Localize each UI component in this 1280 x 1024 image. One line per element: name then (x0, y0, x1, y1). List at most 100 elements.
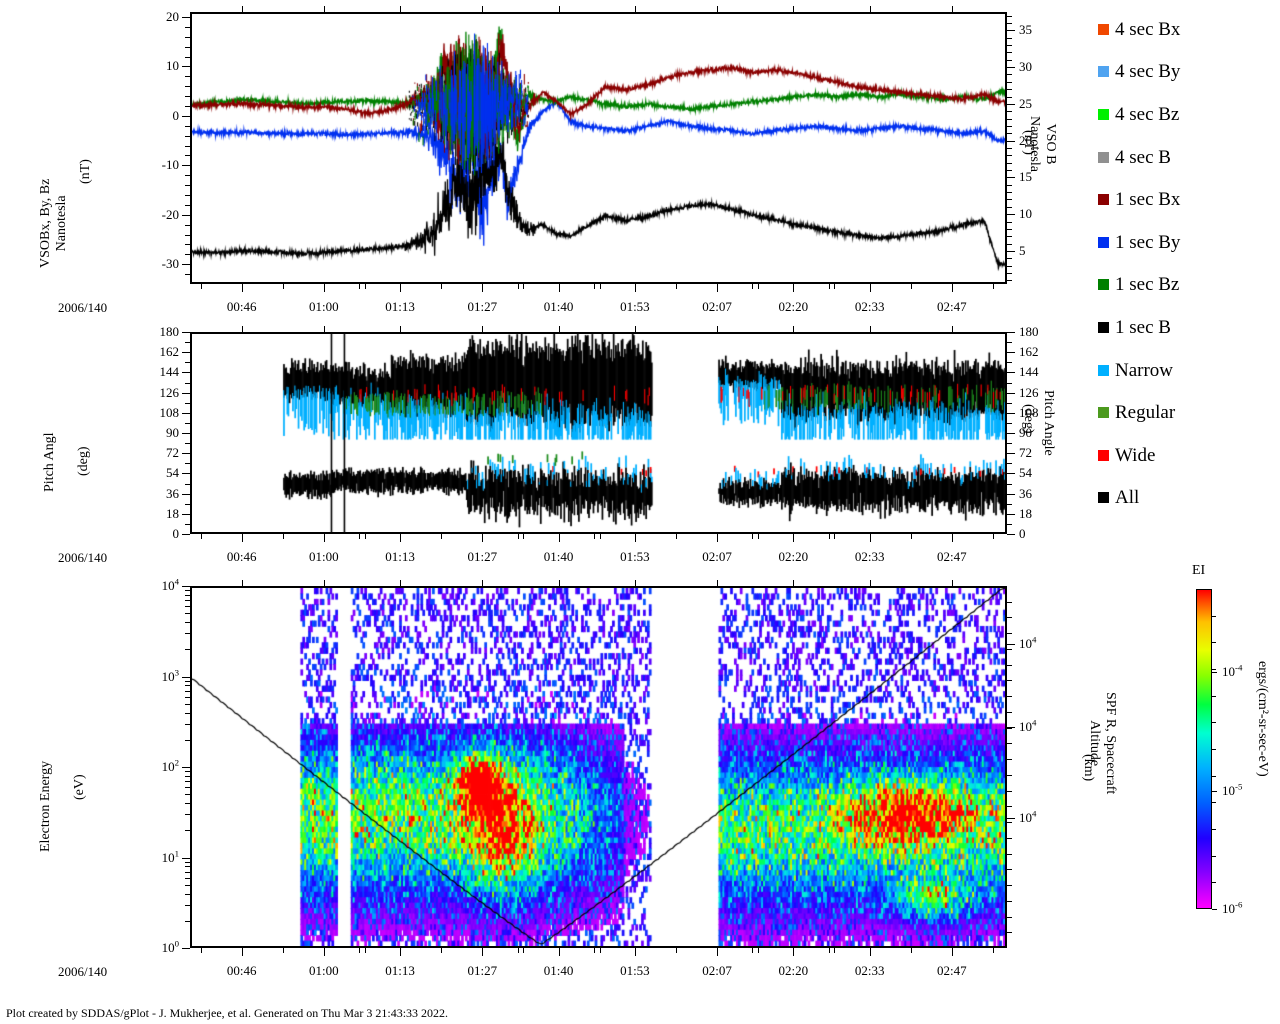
magnetic-right-tick-label: 20 (1019, 132, 1032, 148)
axis-tick (182, 332, 190, 333)
legend-item-wide[interactable]: Wide (1098, 434, 1278, 477)
axis-tick (185, 787, 190, 789)
colorbar-unit-label: ergs/(cm²-sr-sec-eV) (1255, 661, 1270, 777)
magnetic-left-axis-title: VSOBx, By, Bz Nanotesla (38, 178, 70, 268)
magnetic-left-tick-label: -20 (161, 206, 179, 222)
axis-tick (758, 284, 760, 289)
axis-tick (185, 633, 190, 635)
legend-item-4-sec-bx[interactable]: 4 sec Bx (1098, 8, 1278, 51)
time-tick-label: 02:47 (937, 549, 967, 564)
axis-tick (482, 6, 484, 12)
axis-tick (182, 352, 190, 354)
legend-item-narrow[interactable]: Narrow (1098, 349, 1278, 392)
axis-tick (1007, 352, 1015, 354)
axis-tick (323, 580, 325, 586)
legend-item-all[interactable]: All (1098, 477, 1278, 520)
axis-tick (1007, 822, 1012, 824)
axis-tick (185, 696, 190, 698)
legend-item-1-sec-by[interactable]: 1 sec By (1098, 221, 1278, 264)
axis-tick (717, 580, 719, 586)
axis-tick (1007, 221, 1012, 223)
axis-tick (185, 866, 190, 868)
spectrogram-right-tick-label: 104 (1019, 634, 1037, 651)
axis-tick (1007, 170, 1012, 172)
magnetic-right-tick-label: 15 (1019, 169, 1032, 185)
spectrogram-right-tick-label: 104 (1019, 808, 1037, 825)
magnetic-right-axis-unit: (nT) (1021, 130, 1036, 155)
spectrogram-left-tick-label: 103 (161, 667, 179, 684)
legend-item-1-sec-bx[interactable]: 1 sec Bx (1098, 178, 1278, 221)
colorbar-minor-tick (1212, 722, 1216, 724)
time-tick-label: 02:47 (937, 963, 967, 978)
axis-tick (793, 326, 795, 332)
axis-tick (558, 284, 560, 292)
pitch-left-tick-label: 18 (166, 505, 179, 521)
time-tick-label: 01:13 (385, 549, 415, 564)
day-label: 2006/140 (58, 550, 108, 565)
axis-tick (182, 453, 190, 455)
pitch-right-tick-label: 18 (1019, 505, 1032, 521)
legend-swatch-icon (1098, 194, 1109, 206)
time-tick-label: 01:40 (543, 549, 574, 564)
axis-tick (1007, 236, 1012, 238)
axis-tick (1007, 81, 1012, 83)
axis-tick (400, 6, 402, 12)
axis-tick (185, 155, 190, 157)
pitch-right-axis-unit: (deg) (1021, 404, 1036, 434)
magnetic-field-panel-canvas (192, 14, 1005, 282)
axis-tick (185, 36, 190, 38)
pitch-left-tick-label: 144 (159, 364, 180, 380)
time-tick-label: 01:40 (543, 299, 574, 314)
axis-tick (517, 284, 519, 289)
axis-tick (1007, 759, 1012, 761)
axis-tick (1007, 648, 1012, 650)
magnetic-left-tick-label: 20 (166, 8, 179, 24)
spectrogram-right-tick-label: 104 (1019, 717, 1037, 735)
axis-tick (185, 76, 190, 78)
axis-tick (1007, 184, 1012, 186)
axis-tick (400, 948, 402, 956)
axis-tick (182, 392, 190, 394)
axis-tick (185, 904, 190, 906)
axis-tick (185, 523, 190, 525)
axis-tick (200, 948, 202, 953)
pitch-left-axis-unit: (deg) (76, 446, 91, 476)
legend-item-1-sec-b[interactable]: 1 sec B (1098, 306, 1278, 349)
axis-tick (1007, 133, 1012, 135)
axis-tick (185, 483, 190, 485)
axis-tick (793, 6, 795, 12)
axis-tick (1007, 601, 1012, 603)
axis-tick (992, 534, 994, 539)
axis-tick (182, 372, 190, 374)
axis-tick (517, 534, 519, 539)
time-tick-label: 00:46 (226, 299, 257, 314)
axis-tick (1007, 23, 1012, 25)
figure-footer: Plot created by SDDAS/gPlot - J. Mukherj… (6, 1006, 449, 1020)
spectrogram-right-axis-unit: (km) (1081, 754, 1096, 782)
pitch-left-tick-label: 108 (159, 404, 180, 420)
axis-tick (482, 284, 484, 292)
legend-item-4-sec-b[interactable]: 4 sec B (1098, 136, 1278, 179)
axis-tick (1007, 711, 1012, 713)
axis-tick (758, 534, 760, 539)
axis-tick (1007, 513, 1015, 515)
axis-tick (834, 284, 836, 289)
legend-item-1-sec-bz[interactable]: 1 sec Bz (1098, 264, 1278, 307)
axis-tick (1007, 74, 1012, 76)
colorbar-minor-tick (1212, 855, 1216, 857)
time-tick-label: 01:40 (543, 963, 574, 978)
axis-tick (482, 326, 484, 332)
legend-item-4-sec-bz[interactable]: 4 sec Bz (1098, 93, 1278, 136)
legend-item-regular[interactable]: Regular (1098, 391, 1278, 434)
legend-item-4-sec-by[interactable]: 4 sec By (1098, 51, 1278, 94)
legend-swatch-icon (1098, 151, 1109, 163)
axis-tick (1007, 503, 1012, 505)
legend-label: Narrow (1115, 359, 1174, 381)
axis-tick (185, 16, 190, 18)
axis-tick (182, 473, 190, 475)
axis-tick (1007, 148, 1012, 149)
axis-tick (185, 739, 190, 741)
axis-tick (793, 580, 795, 586)
axis-tick (1007, 177, 1012, 179)
colorbar-minor-tick (1212, 669, 1216, 670)
